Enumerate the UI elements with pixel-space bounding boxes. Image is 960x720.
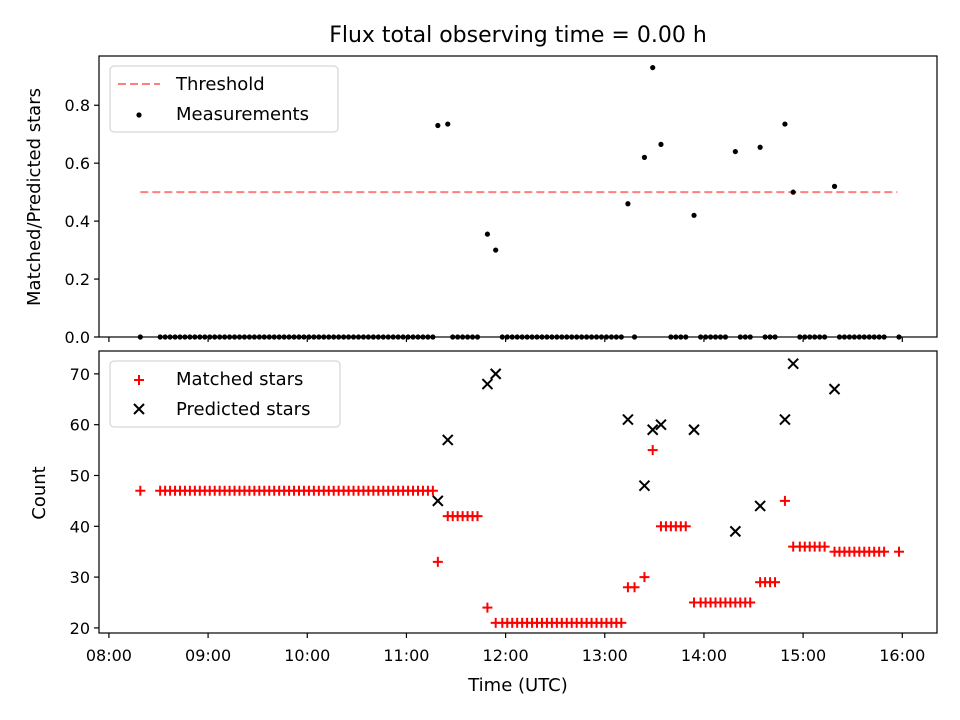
matched-star-point — [616, 617, 627, 628]
predicted-star-point — [779, 413, 791, 426]
matched-star-point — [639, 572, 650, 583]
measurements-legend-label: Measurements — [176, 104, 309, 125]
ratio-y-tick-label: 0.8 — [65, 96, 90, 115]
count-panel: 08:00 09:00 10:00 11:00 12:00 13:00 14:00 15:00… — [29, 350, 938, 696]
ratio-y-tick-label: 0.0 — [65, 328, 90, 347]
measurement-point — [650, 64, 656, 71]
matched-star-point — [427, 485, 438, 496]
predicted-star-point — [432, 495, 444, 507]
predicted-star-point — [729, 525, 742, 538]
measurement-point — [641, 154, 648, 160]
x-tick-label: 16:00 — [879, 646, 925, 665]
predicted-star-point — [787, 357, 799, 370]
measurement-point — [493, 247, 499, 253]
ratio-panel-ticks: 0.0 0.2 0.4 0.6 0.8 — [65, 96, 903, 347]
matched-star-point — [745, 597, 756, 608]
x-tick-label: 12:00 — [483, 646, 529, 665]
x-tick-label: 11:00 — [383, 646, 429, 665]
measurement-point — [757, 144, 763, 150]
matched-star-point — [432, 556, 443, 567]
ratio-legend-box — [109, 65, 339, 133]
predicted-legend-label: Predicted stars — [176, 399, 310, 420]
x-axis-label: Time (UTC) — [467, 675, 568, 696]
measurement-points — [137, 64, 902, 340]
measurement-point — [790, 189, 796, 195]
predicted-star-point — [489, 368, 502, 380]
matched-star-point — [779, 495, 790, 506]
matched-star-point — [770, 577, 781, 588]
count-y-tick-label: 30 — [70, 568, 90, 587]
predicted-star-point — [481, 378, 494, 390]
measurement-point — [658, 141, 664, 147]
measurement-point — [435, 122, 441, 129]
predicted-legend-swatch — [133, 403, 145, 415]
measurement-point — [625, 201, 631, 207]
matched-stars-points — [135, 445, 904, 628]
predicted-star-point — [688, 424, 700, 436]
x-tick-label: 13:00 — [582, 646, 628, 665]
matched-legend-label: Matched stars — [176, 369, 303, 390]
matched-star-point — [879, 546, 890, 557]
ratio-y-tick-label: 0.6 — [65, 154, 90, 173]
x-tick-label: 14:00 — [681, 646, 727, 665]
x-tick-label: 09:00 — [185, 646, 231, 665]
ratio-y-tick-label: 0.4 — [65, 212, 90, 231]
x-tick-label: 10:00 — [284, 646, 330, 665]
ratio-legend: Threshold Measurements — [109, 65, 339, 133]
measurement-point — [831, 183, 838, 189]
predicted-star-point — [622, 413, 634, 426]
count-y-tick-label: 20 — [70, 619, 90, 638]
predicted-star-point — [442, 434, 454, 446]
measurement-point — [445, 121, 451, 127]
ratio-y-tick-label: 0.2 — [65, 270, 90, 289]
count-y-tick-label: 70 — [70, 365, 90, 384]
count-y-axis-label: Count — [29, 466, 50, 519]
matched-legend-swatch — [134, 375, 144, 385]
ratio-panel: 0.00.20.40.60.8 Matched/Predicted stars … — [24, 55, 938, 347]
ratio-y-axis-label: Matched/Predicted stars — [24, 88, 45, 306]
count-legend-box — [109, 360, 341, 428]
threshold-legend-label: Threshold — [175, 74, 265, 95]
chart-title: Flux total observing time = 0.00 h — [329, 23, 707, 48]
measurement-point — [732, 148, 738, 155]
matched-star-point — [482, 602, 493, 613]
count-y-tick-label: 60 — [70, 416, 90, 435]
measurement-point — [691, 212, 697, 218]
measurement-point — [782, 121, 788, 127]
matched-star-point — [472, 511, 483, 522]
matched-star-point — [893, 546, 904, 557]
matched-star-point — [819, 541, 830, 552]
predicted-star-point — [647, 424, 659, 436]
predicted-star-point — [754, 500, 766, 512]
predicted-stars-points — [432, 357, 841, 538]
matched-star-point — [680, 521, 691, 532]
measurements-legend-swatch — [136, 112, 142, 118]
count-y-tick-label: 40 — [70, 517, 90, 536]
count-panel-frame — [98, 350, 938, 634]
predicted-star-point — [655, 418, 667, 431]
matched-star-point — [647, 445, 658, 456]
ratio-panel-frame — [98, 55, 938, 338]
count-y-tick-label: 50 — [70, 466, 90, 485]
matched-star-point — [135, 485, 146, 496]
matched-star-point — [629, 582, 640, 593]
count-legend: Matched stars Predicted stars — [109, 360, 341, 428]
predicted-star-point — [828, 383, 841, 395]
x-tick-label: 08:00 — [86, 646, 132, 665]
count-panel-ticks: 08:00 09:00 10:00 11:00 12:00 13:00 14:00 15:00… — [70, 365, 926, 665]
predicted-star-point — [638, 479, 651, 492]
measurement-point — [484, 231, 491, 237]
x-tick-label: 15:00 — [780, 646, 826, 665]
